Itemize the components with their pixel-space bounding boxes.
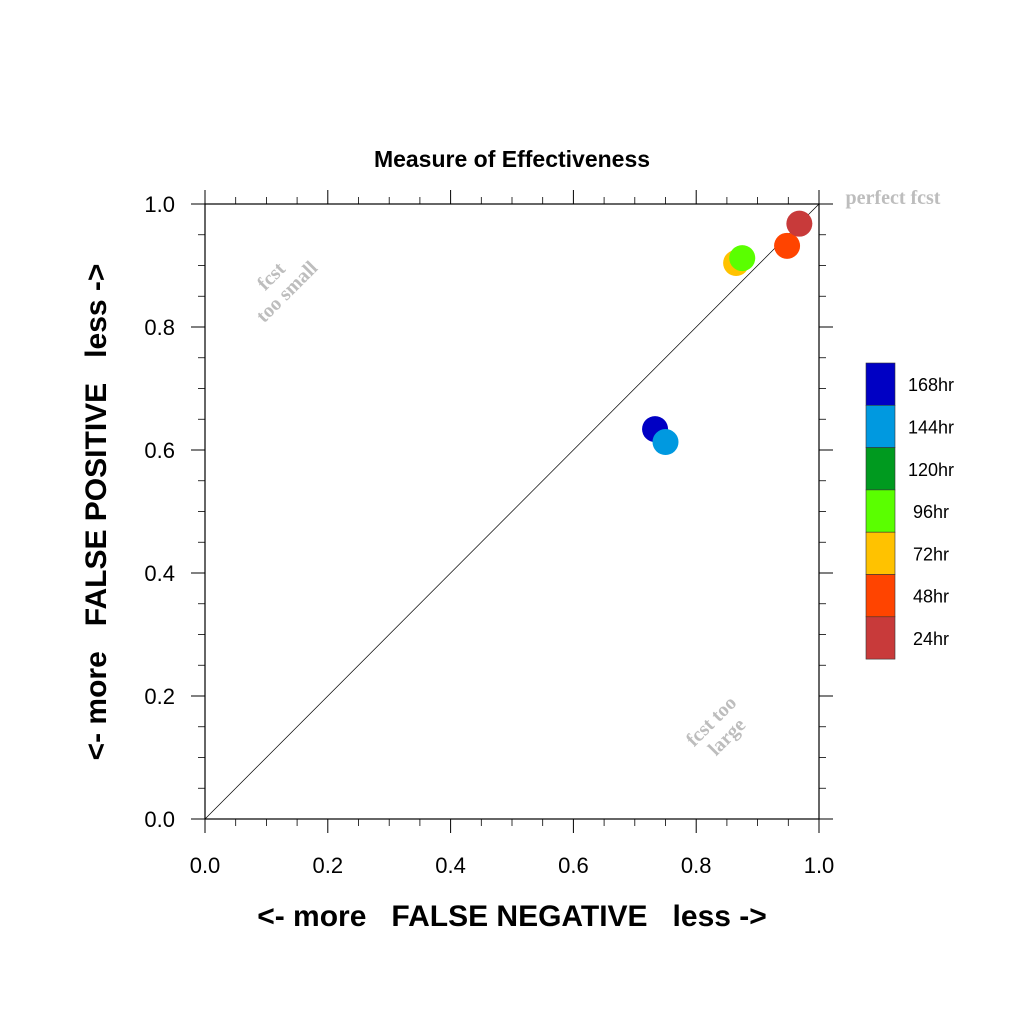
legend-label-168hr: 168hr — [908, 375, 954, 395]
x-tick-label: 1.0 — [804, 853, 835, 878]
legend: 168hr 144hr 120hr 96hr 72hr 48hr 24hr — [865, 362, 954, 660]
data-points — [642, 210, 813, 456]
diagonal-reference-line — [204, 203, 820, 820]
x-tick-label: 0.2 — [313, 853, 344, 878]
legend-swatch-72hr — [865, 531, 896, 575]
annotation-fcst-too-small-line2: too small — [252, 257, 322, 327]
legend-label-144hr: 144hr — [908, 417, 954, 437]
legend-swatch-96hr — [865, 489, 896, 533]
legend-label-24hr: 24hr — [913, 629, 949, 649]
y-tick-label: 0.8 — [144, 315, 175, 340]
legend-label-120hr: 120hr — [908, 460, 954, 480]
legend-swatch-24hr — [865, 616, 896, 660]
x-tick-label: 0.4 — [435, 853, 466, 878]
legend-label-96hr: 96hr — [913, 502, 949, 522]
y-tick-label: 1.0 — [144, 192, 175, 217]
y-tick-label: 0.4 — [144, 561, 175, 586]
legend-label-72hr: 72hr — [913, 544, 949, 564]
point-96hr — [729, 245, 756, 272]
x-axis: 0.0 0.2 0.4 0.6 0.8 1.0 — [190, 190, 835, 878]
chart-title: Measure of Effectiveness — [374, 146, 650, 172]
legend-swatch-48hr — [865, 574, 896, 618]
legend-swatch-144hr — [865, 404, 896, 448]
legend-label-48hr: 48hr — [913, 587, 949, 607]
y-axis: 0.0 0.2 0.4 0.6 0.8 1.0 — [144, 192, 833, 832]
x-axis-title: <- more FALSE NEGATIVE less -> — [257, 900, 767, 933]
y-tick-label: 0.2 — [144, 684, 175, 709]
legend-swatch-168hr — [865, 362, 896, 406]
point-24hr — [786, 210, 813, 237]
x-tick-label: 0.6 — [558, 853, 589, 878]
y-tick-label: 0.0 — [144, 807, 175, 832]
point-48hr — [774, 232, 801, 259]
point-144hr — [652, 429, 679, 456]
annotation-perfect-fcst: perfect fcst — [846, 187, 941, 209]
y-tick-label: 0.6 — [144, 438, 175, 463]
x-tick-label: 0.0 — [190, 853, 221, 878]
y-axis-title: <- more FALSE POSITIVE less -> — [80, 264, 113, 761]
legend-swatch-120hr — [865, 447, 896, 491]
x-tick-label: 0.8 — [681, 853, 712, 878]
diagonal-line — [204, 203, 820, 820]
